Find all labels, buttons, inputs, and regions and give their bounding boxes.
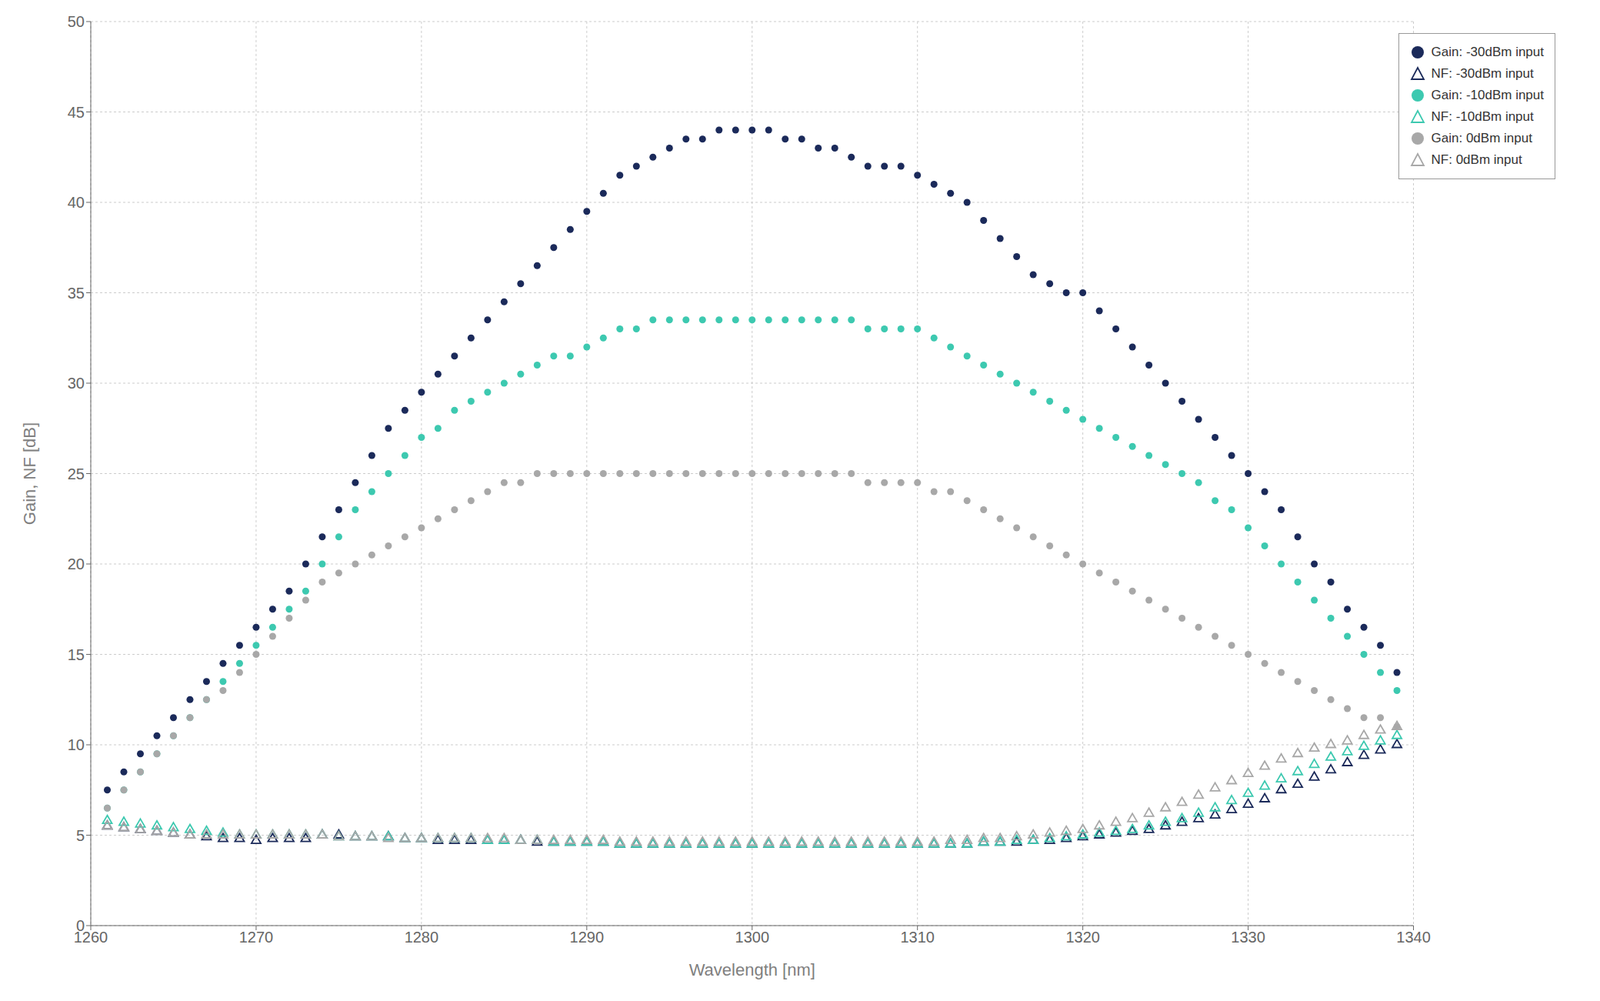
svg-text:1260: 1260 [73, 928, 108, 946]
svg-text:40: 40 [67, 193, 85, 211]
svg-text:20: 20 [67, 555, 85, 573]
html-text:NF: -10dBm input: NF: -10dBm input [1431, 109, 1534, 124]
svg-text:50: 50 [67, 13, 85, 30]
svg-text:1330: 1330 [1230, 928, 1266, 946]
svg-text:1280: 1280 [404, 928, 440, 946]
html-text:Gain: -30dBm input: Gain: -30dBm input [1431, 44, 1544, 60]
html-text:NF: 0dBm input: NF: 0dBm input [1431, 152, 1522, 167]
svg-text:1300: 1300 [735, 928, 770, 946]
html-text:NF: -30dBm input: NF: -30dBm input [1431, 66, 1534, 81]
svg-text:25: 25 [67, 465, 85, 483]
svg-text:1310: 1310 [900, 928, 935, 946]
svg-text:1290: 1290 [570, 928, 605, 946]
svg-text:Wavelength [nm]: Wavelength [nm] [689, 960, 816, 980]
svg-text:15: 15 [67, 646, 85, 664]
svg-text:0: 0 [76, 916, 85, 934]
svg-text:35: 35 [67, 284, 85, 302]
svg-text:45: 45 [67, 103, 85, 121]
svg-text:10: 10 [67, 736, 85, 754]
svg-text:1270: 1270 [239, 928, 274, 946]
svg-text:30: 30 [67, 374, 85, 392]
svg-text:1320: 1320 [1065, 928, 1100, 946]
svg-text:1340: 1340 [1396, 928, 1431, 946]
html-text:Gain: -10dBm input: Gain: -10dBm input [1431, 87, 1544, 103]
svg-text:Gain, NF [dB]: Gain, NF [dB] [20, 422, 40, 525]
svg-text:5: 5 [76, 826, 85, 844]
html-text:Gain: 0dBm input: Gain: 0dBm input [1431, 130, 1533, 146]
